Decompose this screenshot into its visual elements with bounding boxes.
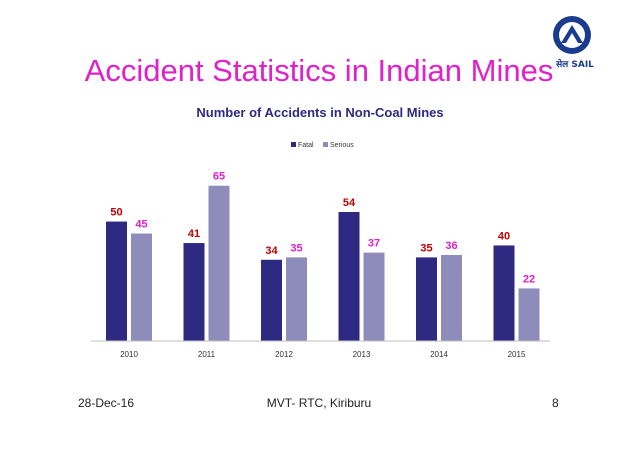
x-tick-2013: 2013	[353, 350, 371, 359]
bar-serious-2010	[131, 233, 152, 341]
legend-label-fatal: Fatal	[298, 142, 314, 149]
sail-logo	[553, 16, 591, 54]
legend-label-serious: Serious	[330, 142, 354, 149]
slide-title: Accident Statistics in Indian Mines	[84, 53, 554, 88]
data-label-serious-2014: 36	[445, 240, 457, 252]
bar-fatal-2011	[183, 243, 205, 341]
data-label-fatal-2012: 34	[265, 245, 278, 257]
bar-serious-2015	[518, 288, 540, 341]
bar-fatal-2013	[338, 212, 360, 341]
x-tick-2015: 2015	[508, 350, 526, 359]
data-label-fatal-2015: 40	[498, 230, 510, 242]
x-tick-2014: 2014	[430, 350, 448, 359]
bar-serious-2011	[208, 185, 230, 341]
chart-title: Number of Accidents in Non-Coal Mines	[196, 105, 443, 120]
logo-text: सेल SAIL	[556, 60, 594, 70]
bar-fatal-2014	[416, 257, 437, 341]
logo-steel-notch	[566, 33, 578, 43]
bar-fatal-2015	[493, 245, 515, 341]
x-tick-labels: 2010 2011 2012 2013 2014 2015	[120, 350, 526, 359]
data-label-serious-2013: 37	[368, 238, 380, 250]
x-tick-2010: 2010	[120, 350, 138, 359]
data-label-fatal-2014: 35	[420, 242, 432, 254]
data-label-fatal-2011: 41	[188, 228, 200, 240]
data-label-serious-2012: 35	[290, 242, 302, 254]
x-tick-2011: 2011	[198, 350, 216, 359]
bar-fatal-2012	[261, 259, 282, 341]
legend-swatch-fatal	[291, 142, 296, 147]
chart-legend: Fatal Serious	[291, 142, 354, 149]
bar-serious-2014	[441, 255, 462, 341]
x-tick-2012: 2012	[275, 350, 293, 359]
bar-fatal-2010	[106, 221, 127, 341]
footer-location: MVT- RTC, Kiriburu	[266, 396, 372, 410]
footer-date: 28-Dec-16	[78, 396, 135, 410]
data-label-fatal-2013: 54	[343, 197, 356, 209]
bars-group: 50 45 41 65 34 35 54 37 35 36 40 22	[106, 171, 540, 341]
data-label-serious-2015: 22	[523, 273, 535, 285]
data-label-fatal-2010: 50	[110, 207, 122, 219]
bar-serious-2013	[363, 252, 385, 341]
data-label-serious-2010: 45	[135, 219, 147, 231]
data-label-serious-2011: 65	[213, 171, 225, 183]
legend-swatch-serious	[323, 142, 328, 147]
footer-page-number: 8	[552, 396, 559, 410]
bar-serious-2012	[286, 257, 307, 341]
